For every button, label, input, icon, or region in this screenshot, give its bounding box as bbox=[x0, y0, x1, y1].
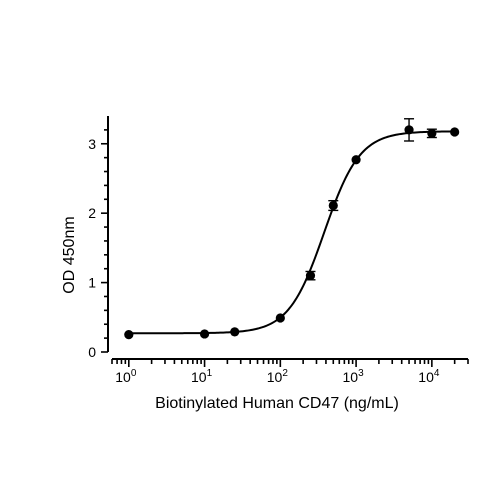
x-tick-label: 104 bbox=[418, 368, 440, 385]
data-point bbox=[404, 125, 414, 135]
y-tick-label: 1 bbox=[88, 275, 96, 291]
data-point bbox=[351, 155, 361, 165]
data-point bbox=[199, 329, 210, 339]
data-point bbox=[124, 330, 134, 340]
data-point bbox=[230, 327, 240, 337]
y-tick-label: 2 bbox=[88, 205, 96, 221]
fit-curve-layer bbox=[128, 130, 455, 335]
data-point bbox=[305, 271, 316, 281]
data-point bbox=[427, 128, 437, 138]
x-tick-label: 103 bbox=[343, 368, 365, 385]
y-tick-label: 0 bbox=[88, 344, 96, 360]
data-point bbox=[328, 200, 338, 211]
x-tick-label: 101 bbox=[191, 368, 213, 385]
x-tick-label: 102 bbox=[267, 368, 289, 385]
axes-layer: 0 1 2 3 100 101 102 103 104 bbox=[88, 116, 469, 385]
data-point bbox=[275, 313, 285, 323]
data-point bbox=[450, 127, 460, 137]
y-tick-label: 3 bbox=[88, 136, 96, 152]
data-points-layer bbox=[124, 118, 460, 340]
y-axis-title: OD 450nm bbox=[61, 216, 78, 293]
x-axis-title: Biotinylated Human CD47 (ng/mL) bbox=[155, 395, 399, 412]
fit-curve bbox=[128, 130, 455, 335]
x-tick-label: 100 bbox=[115, 368, 137, 385]
